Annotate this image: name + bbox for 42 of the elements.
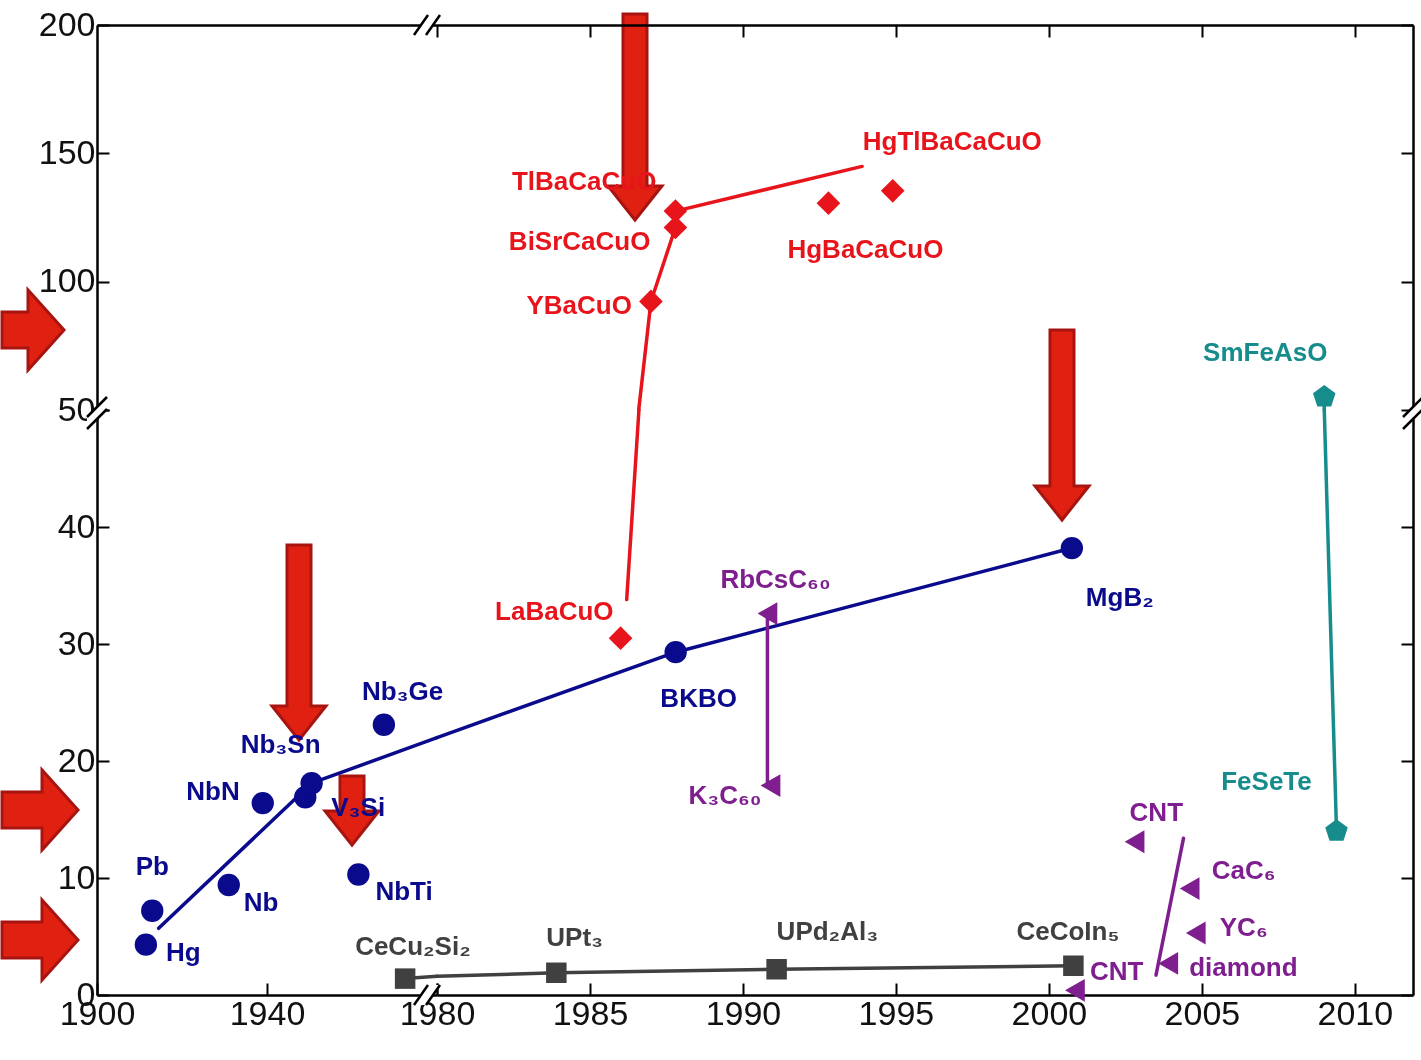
x-tick-label: 1995 [858,993,935,1032]
annotation: CNT [1129,796,1184,827]
annotation: LaBaCuO [495,596,614,627]
x-tick-label: 1940 [229,993,306,1032]
annotation: MgB₂ [1085,582,1154,613]
annotation: RbCsC₆₀ [720,563,831,594]
annotation: NbN [186,776,240,807]
x-tick-label: 2000 [1011,993,1088,1032]
annotation: Pb [135,850,169,881]
annotation: CeCoIn₅ [1016,915,1120,946]
annotation: FeSeTe [1221,766,1312,797]
annotation: diamond [1189,952,1298,983]
annotation: CeCu₂Si₂ [355,930,471,961]
annotation: UPd₂Al₃ [776,916,879,947]
annotation: HgTlBaCaCuO [862,125,1042,156]
y-tick-label: 40 [57,506,96,545]
annotation: HgBaCaCuO [787,234,944,265]
y-tick-label: 100 [38,261,96,300]
annotation: BKBO [660,683,737,714]
annotation: Nb [243,887,279,918]
y-tick-label: 10 [57,857,96,896]
annotation: NbTi [375,876,433,907]
annotation: YBaCuO [526,290,632,321]
annotation: Nb₃Ge [361,675,444,706]
x-tick-label: 2010 [1317,993,1394,1032]
annotation: K₃C₆₀ [688,779,762,810]
x-tick-label: 2005 [1164,993,1241,1032]
annotation: Nb₃Sn [240,729,321,760]
x-tick-label: 1990 [705,993,782,1032]
annotation: SmFeAsO [1203,336,1328,367]
x-tick-label: 1985 [552,993,629,1032]
y-tick-label: 200 [38,4,96,43]
y-tick-label: 20 [57,740,96,779]
y-tick-label: 30 [57,623,96,662]
annotation: YC₆ [1219,911,1268,942]
annotation: BiSrCaCuO [508,225,651,256]
x-tick-label: 1980 [399,993,476,1032]
annotation: CaC₆ [1211,854,1276,885]
annotation: CNT [1089,956,1144,987]
annotation: Hg [165,936,201,967]
annotation: UPt₃ [546,921,604,952]
y-tick-label: 150 [38,132,96,171]
